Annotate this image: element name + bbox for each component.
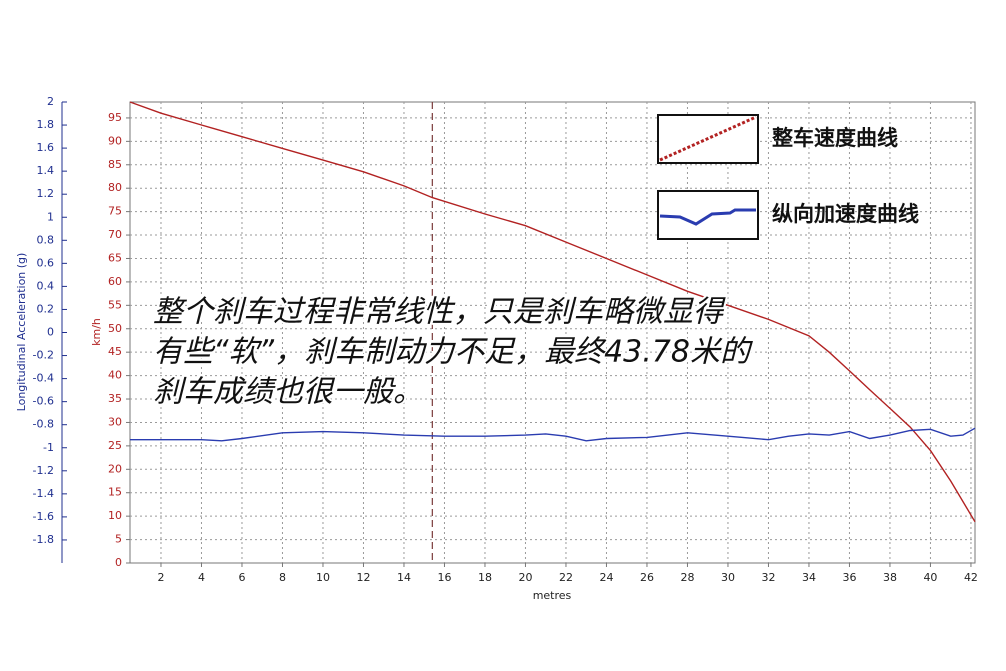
- y2-axis-label: km/h: [90, 318, 103, 346]
- legend-label: 纵向加速度曲线: [772, 202, 919, 226]
- y2-tick-label: 65: [108, 251, 122, 264]
- y-tick-label: -1: [43, 441, 54, 454]
- y2-tick-label: 30: [108, 415, 122, 428]
- y2-tick-label: 75: [108, 205, 122, 218]
- annotation: 整个刹车过程非常线性，只是刹车略微显得: [153, 295, 726, 330]
- x-tick-label: 34: [802, 571, 816, 584]
- x-tick-label: 16: [437, 571, 451, 584]
- plot-area: [129, 101, 976, 564]
- legend-label: 整车速度曲线: [772, 126, 898, 150]
- y-tick-label: 0.4: [37, 279, 55, 292]
- series-line: [129, 101, 976, 523]
- x-tick-label: 2: [157, 571, 164, 584]
- y2-tick-label: 45: [108, 345, 122, 358]
- x-tick-label: 22: [559, 571, 573, 584]
- x-tick-label: 40: [923, 571, 937, 584]
- y-tick-label: 1.6: [37, 141, 55, 154]
- y2-tick-label: 70: [108, 228, 122, 241]
- y2-tick-label: 60: [108, 275, 122, 288]
- x-tick-label: 12: [356, 571, 370, 584]
- x-tick-label: 38: [883, 571, 897, 584]
- y2-tick-label: 10: [108, 509, 122, 522]
- y-tick-label: 1.4: [37, 164, 55, 177]
- y-tick-label: 1: [47, 210, 54, 223]
- y-tick-label: -0.8: [33, 418, 54, 431]
- x-tick-label: 14: [397, 571, 411, 584]
- series-line: [130, 427, 976, 442]
- y-tick-label: -0.2: [33, 349, 54, 362]
- x-tick-label: 10: [316, 571, 330, 584]
- legend-swatch: [659, 115, 757, 162]
- x-tick-label: 32: [761, 571, 775, 584]
- y-tick-label: -1.2: [33, 464, 54, 477]
- y-tick-label: 1.2: [37, 187, 55, 200]
- y-tick-label: 0.2: [37, 302, 55, 315]
- y-tick-label: 0: [47, 326, 54, 339]
- y-axis-label: Longitudinal Acceleration (g): [15, 253, 28, 412]
- y2-tick-label: 40: [108, 369, 122, 382]
- y-tick-label: -0.4: [33, 372, 54, 385]
- marks: 9590858075706560555045403530252015105021…: [33, 95, 978, 584]
- y-tick-label: 0.6: [37, 256, 55, 269]
- y-tick-label: 1.8: [37, 118, 55, 131]
- x-tick-label: 36: [842, 571, 856, 584]
- x-axis-label: metres: [533, 589, 572, 602]
- y-tick-label: -1.4: [33, 487, 54, 500]
- y2-tick-label: 90: [108, 134, 122, 147]
- x-tick-label: 26: [640, 571, 654, 584]
- y-tick-label: 2: [47, 95, 54, 108]
- y2-tick-label: 50: [108, 322, 122, 335]
- y2-tick-label: 20: [108, 462, 122, 475]
- x-tick-label: 24: [599, 571, 613, 584]
- x-tick-label: 6: [238, 571, 245, 584]
- y-tick-label: -0.6: [33, 395, 54, 408]
- y2-tick-label: 80: [108, 181, 122, 194]
- x-tick-label: 42: [964, 571, 978, 584]
- y2-tick-label: 35: [108, 392, 122, 405]
- y2-tick-label: 55: [108, 298, 122, 311]
- y-tick-label: -1.6: [33, 510, 54, 523]
- x-tick-label: 8: [279, 571, 286, 584]
- y2-tick-label: 95: [108, 111, 122, 124]
- y2-tick-label: 0: [115, 556, 122, 569]
- legend: 整车速度曲线 纵向加速度曲线: [657, 114, 919, 240]
- y2-tick-label: 5: [115, 533, 122, 546]
- annotation: 刹车成绩也很一般。: [153, 375, 423, 410]
- legend-swatch: [659, 208, 756, 226]
- x-tick-label: 4: [198, 571, 205, 584]
- x-tick-label: 28: [680, 571, 694, 584]
- y-tick-label: 0.8: [37, 233, 55, 246]
- x-tick-label: 20: [518, 571, 532, 584]
- y-tick-label: -1.8: [33, 533, 54, 546]
- y2-tick-label: 25: [108, 439, 122, 452]
- y2-tick-label: 15: [108, 486, 122, 499]
- annotation: 有些“软”，刹车制动力不足，最终43.78米的: [153, 335, 753, 370]
- x-tick-label: 30: [721, 571, 735, 584]
- x-tick-label: 18: [478, 571, 492, 584]
- y2-tick-label: 85: [108, 158, 122, 171]
